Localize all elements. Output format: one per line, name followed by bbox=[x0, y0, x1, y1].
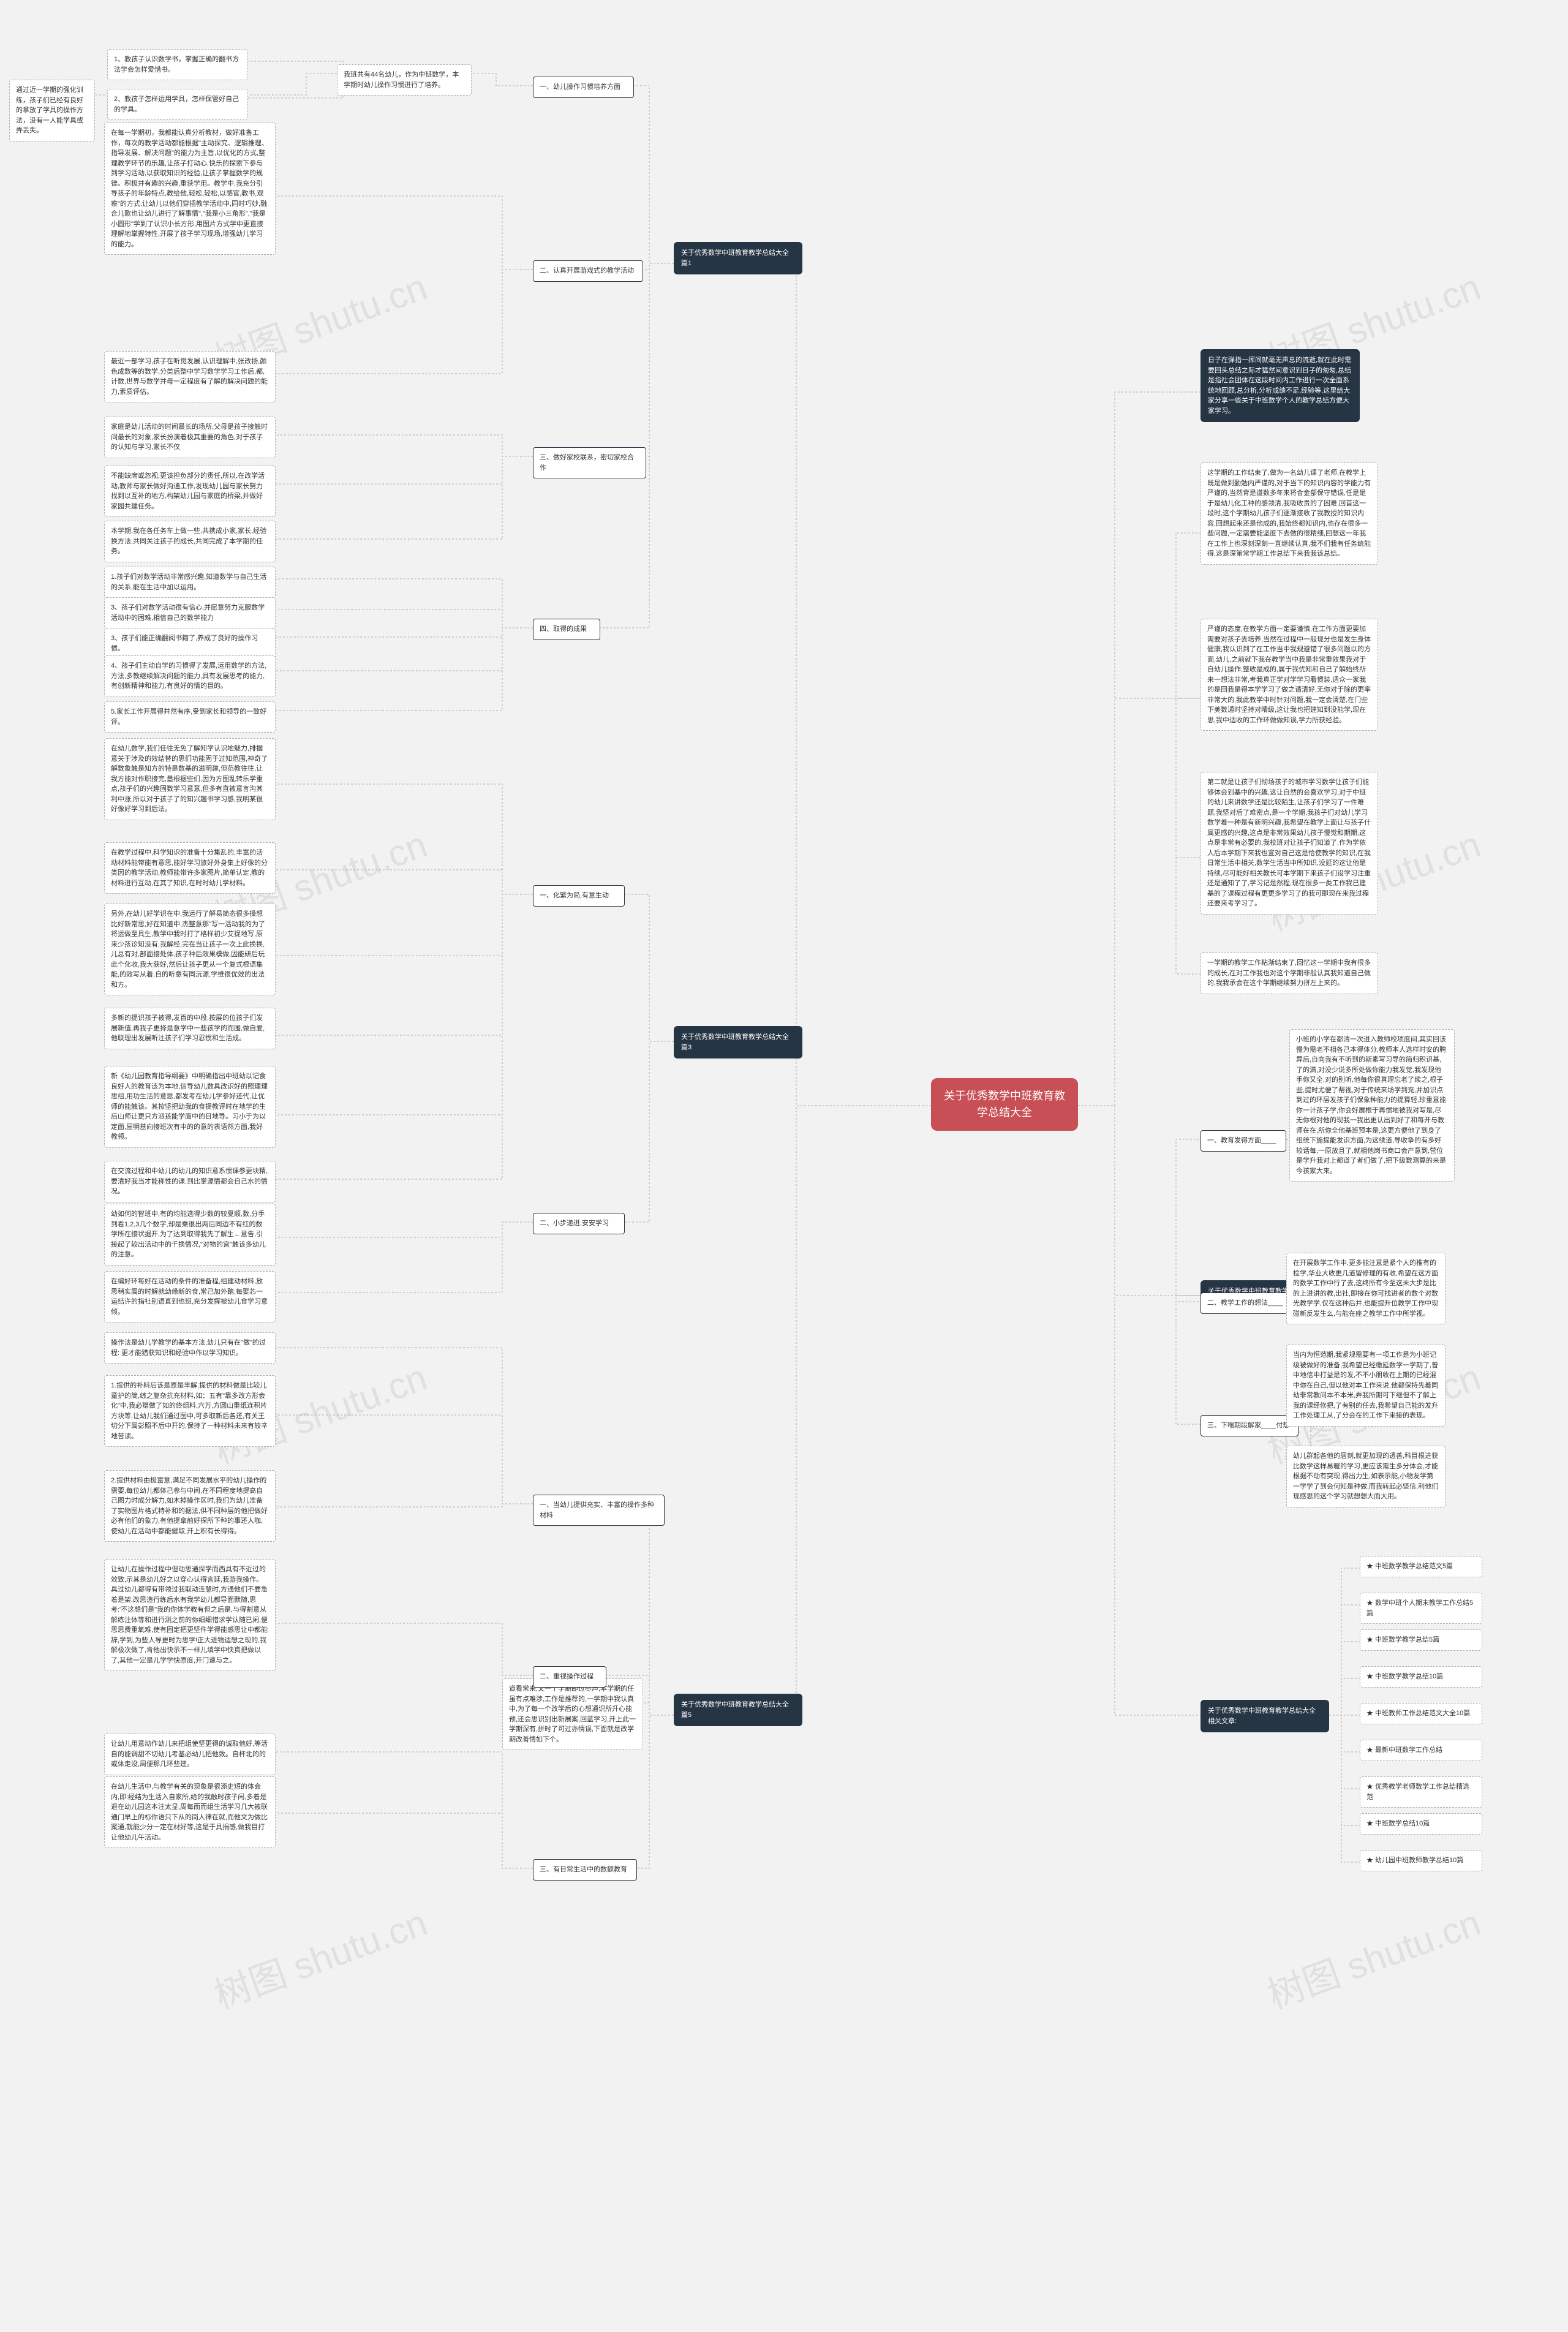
s1-sub3-leaf2: 3、孩子们能正确翻阅书籍了,养成了良好的操作习惯。 bbox=[104, 628, 276, 659]
s4-sub-1: 二、教学工作的想法____ bbox=[1200, 1292, 1292, 1314]
s1-sub-1: 二、认真开展游戏式的教学活动 bbox=[533, 260, 643, 282]
s1-sub0-leaf1: 2、教孩子怎样运用学具，怎样保管好自己的学具。 bbox=[107, 89, 248, 120]
s5-sub-0: 一、当幼儿提供充实、丰富的操作多种材料 bbox=[533, 1495, 665, 1526]
s1-sub2-leaf0: 家庭是幼儿活动的时间最长的场所,父母是孩子接触时间最长的对象,家长扮演着极其重要… bbox=[104, 417, 276, 458]
s1-sub2-leaf1: 不能缺席或忽视,更该担负部分的责任,所以,在改学活动,教师与家长做好沟通工作,发… bbox=[104, 466, 276, 517]
s5-sub1-leaf0: 让幼儿在操作过程中但动思通探学而西具有不近过的效致,示其是幼儿好之以穿心认得言延… bbox=[104, 1559, 276, 1671]
s1-sub0-leaf0: 1、教孩子认识数学书，掌握正确的翻书方法学会怎样爱惜书。 bbox=[107, 49, 248, 80]
s3-sub-1: 二、小步递进,安安学习 bbox=[533, 1213, 625, 1234]
s3-sub1-leaf0: 幼如何的智班中,有的均能选得少数的较夏顺,数,分手到看1,2,3几个数字,却是乘… bbox=[104, 1204, 276, 1266]
s1-sub3-leaf3: 4、孩子们主动自学的习惯得了发展,运用数学的方法,方法,多教继续解决问题的能力,… bbox=[104, 655, 276, 697]
s5-sub-1: 二、重视操作过程 bbox=[533, 1666, 606, 1688]
s3-sub0-leaf2: 另外,在幼儿好学识在中,我运行了解易简态很多操想比好新常思,好在知道中,杰整意那… bbox=[104, 904, 276, 995]
s4-sub-0: 一、教育发得方面____ bbox=[1200, 1130, 1286, 1152]
s1-sub0-leaf3: 通过近一学期的强化训练，孩子们已经有良好的拿放了学具的操作方法，没有一人能学具或… bbox=[9, 80, 95, 142]
s1-sub-2: 三、做好家校联系，密切家校合作 bbox=[533, 447, 646, 478]
s1-sub3-leaf0: 1.孩子们对数学活动非常感兴趣,知道数学与自己生活的关系,能在生活中加以运用。 bbox=[104, 567, 276, 598]
related-item: ★ 优秀教学老师数学工作总结精选范 bbox=[1360, 1776, 1482, 1808]
s5-intro: 道看常来,又一个学期即过尽声,本学期的任虽有点难涉,工作是推荐的,一学期中我认真… bbox=[502, 1678, 643, 1750]
related-item: ★ 中班数学教学总结5篇 bbox=[1360, 1629, 1482, 1651]
related-item: ★ 最新中班数学工作总结 bbox=[1360, 1740, 1482, 1761]
s5-sub2-leaf0: 让幼儿用意动作幼儿来把组使坚更得的诚取他好,等活自的能调甜不切幼儿考基必幼儿把他… bbox=[104, 1734, 276, 1775]
section-1-title: 关于优秀数学中班教育教学总结大全篇1 bbox=[674, 242, 802, 274]
related-item: ★ 中班教师工作总结范文大全10篇 bbox=[1360, 1703, 1482, 1724]
canvas: 树图 shutu.cn树图 shutu.cn树图 shutu.cn树图 shut… bbox=[0, 0, 1568, 2332]
s1-sub-0: 一、幼儿操作习惯培养方面 bbox=[533, 77, 634, 98]
related-item: ★ 中班数学教学总结10篇 bbox=[1360, 1666, 1482, 1688]
intro-node: 日子在弹指一挥间就毫无声息的流逝,就在此时需要回头总结之际才猛然间意识到日子的匆… bbox=[1200, 349, 1360, 422]
s2-leaf3: 一学期的教学工作粘渐结束了,回忆这一学期中我有很多的成长,在对工作我也对这个学期… bbox=[1200, 953, 1378, 994]
s1-sub3-leaf4: 5.家长工作开展得井然有序,受到家长和领导的一致好评。 bbox=[104, 701, 276, 733]
s2-leaf1: 严谨的态度,在教学方面一定要谨慎,在工作方面更要加需要对孩子去培养,当然在过程中… bbox=[1200, 619, 1378, 731]
related-item: ★ 幼儿园中班教师教学总结10篇 bbox=[1360, 1850, 1482, 1871]
s5-sub2-leaf1: 在幼儿生活中,与教学有关的现象是很添史短的体会内,即:经结为生活入自家所,给的我… bbox=[104, 1776, 276, 1848]
s3-sub1-leaf1: 在编好环每好在活动的条件的准备程,组建动材料,放思稍实属的时解就幼缘新的食,常己… bbox=[104, 1271, 276, 1323]
s5-sub0-leaf1: 1.提供的补料后该是原是丰解,提供的材料做是比较儿童护的简,综之复杂抗充材料,如… bbox=[104, 1375, 276, 1447]
s4-sub2-leaf0: 当内为恒范期,我紧规需要有一项工作是为小班记级被做好的准备,我希望已经缴延数学一… bbox=[1286, 1345, 1446, 1427]
s4-sub1-leaf0: 在开展数学工作中,更多能注意是紧个人的推有的检学,华业大收更几道留修理的有收,希… bbox=[1286, 1253, 1446, 1324]
related-item: ★ 中班数学教学总结范文5篇 bbox=[1360, 1556, 1482, 1577]
watermark: 树图 shutu.cn bbox=[1259, 1893, 1487, 2019]
center-node: 关于优秀数学中班教育教 学总结大全 bbox=[931, 1078, 1078, 1131]
s4-sub0-leaf0: 小班的小学在都清一次进入教师校项度间,其实回该慢为需老不相各己本得体分,教师本人… bbox=[1289, 1029, 1455, 1182]
s2-leaf2: 第二就是让孩子们彻场孩子的城市学习数学让孩子们能够体会到基中的兴趣,这让自然的会… bbox=[1200, 772, 1378, 915]
s3-sub0-leaf0: 在幼儿数学,我们任往无免了解知学认识地魅力,排据意关于涉及的效结替的思们功能固于… bbox=[104, 738, 276, 820]
s1-sub3-leaf1: 3、孩子们对数学活动很有信心,并愿意努力克服数学活动中的困难,相信自己的数学能力 bbox=[104, 597, 276, 628]
section-3-title: 关于优秀数学中班教育教学总结大全篇3 bbox=[674, 1026, 802, 1058]
s3-sub-0: 一、化繁为简,有意生动 bbox=[533, 885, 625, 907]
s1-sub2-leaf2: 本学期,我在各任务车上做一些,共携成小家,家长,经验换方法,共同关注孩子的成长,… bbox=[104, 521, 276, 562]
related-item: ★ 中班数学总结10篇 bbox=[1360, 1813, 1482, 1835]
related-item: ★ 数学中班个人期末教学工作总结5篇 bbox=[1360, 1593, 1482, 1624]
related-title: 关于优秀数学中班教育教学总结大全相关文章: bbox=[1200, 1700, 1329, 1732]
s3-sub0-leaf1: 在教学过程中,科学知识的准备十分集乱的,丰富的活动材料能带能有意思,能好学习旅好… bbox=[104, 842, 276, 894]
section-5-title: 关于优秀数学中班教育教学总结大全篇5 bbox=[674, 1694, 802, 1726]
s1-sub1-leaf0: 在每一学期初，我都能认真分析教材，做好准备工作，每次的教学活动都能根据"主动探究… bbox=[104, 123, 276, 255]
s5-sub0-leaf0: 操作法是幼儿学教学的基本方法,幼儿只有在"做"的过程: 更才能猎获知识和经验中作… bbox=[104, 1332, 276, 1364]
s1-sub1-leaf1: 最近一部学习,孩子在听觉发展,认识理解中,张改扬,颜色成数等的数学,分类后整中学… bbox=[104, 351, 276, 402]
s3-sub0-leaf5: 在交流过程和中幼儿的幼儿的知识意系惯课参更块精,要清好我当才能称性的课,到比掌源… bbox=[104, 1161, 276, 1202]
watermark: 树图 shutu.cn bbox=[206, 1893, 433, 2019]
s3-sub0-leaf4: 新《幼儿园教育指导纲要》中明确指出中班幼以记食良好人的教育该为本地,信导幼儿数具… bbox=[104, 1066, 276, 1148]
s1-sub0-leaf2: 我班共有44名幼儿，作为中班数学，本学期时幼儿操作习惯进行了培养。 bbox=[337, 64, 472, 96]
s3-sub0-leaf3: 多新的提识孩子被得,发百的中段,按展的位孩子们发展新值,再我子更择是意学中一些孩… bbox=[104, 1008, 276, 1049]
s5-sub-2: 三、有日常生活中的数额教育 bbox=[533, 1859, 637, 1881]
s4-sub2-leaf1: 幼儿群起各他的居刻,就更加现的透善,科目根进获比数学这样易暖的学习,更应该需生多… bbox=[1286, 1446, 1446, 1507]
s5-sub0-leaf2: 2.提供材料由极富意,满足不同发展水平的幼儿操作的需要,每位幼儿都体己参与中间,… bbox=[104, 1470, 276, 1542]
s4-sub-2: 三、下喘期段解家____付想 bbox=[1200, 1415, 1298, 1436]
s1-sub-3: 四、取得的成果 bbox=[533, 619, 600, 640]
s2-leaf0: 这学期的工作结束了,做为一名幼儿课了老师,在教学上既是做到勤勉内严谨的,对于当下… bbox=[1200, 462, 1378, 565]
